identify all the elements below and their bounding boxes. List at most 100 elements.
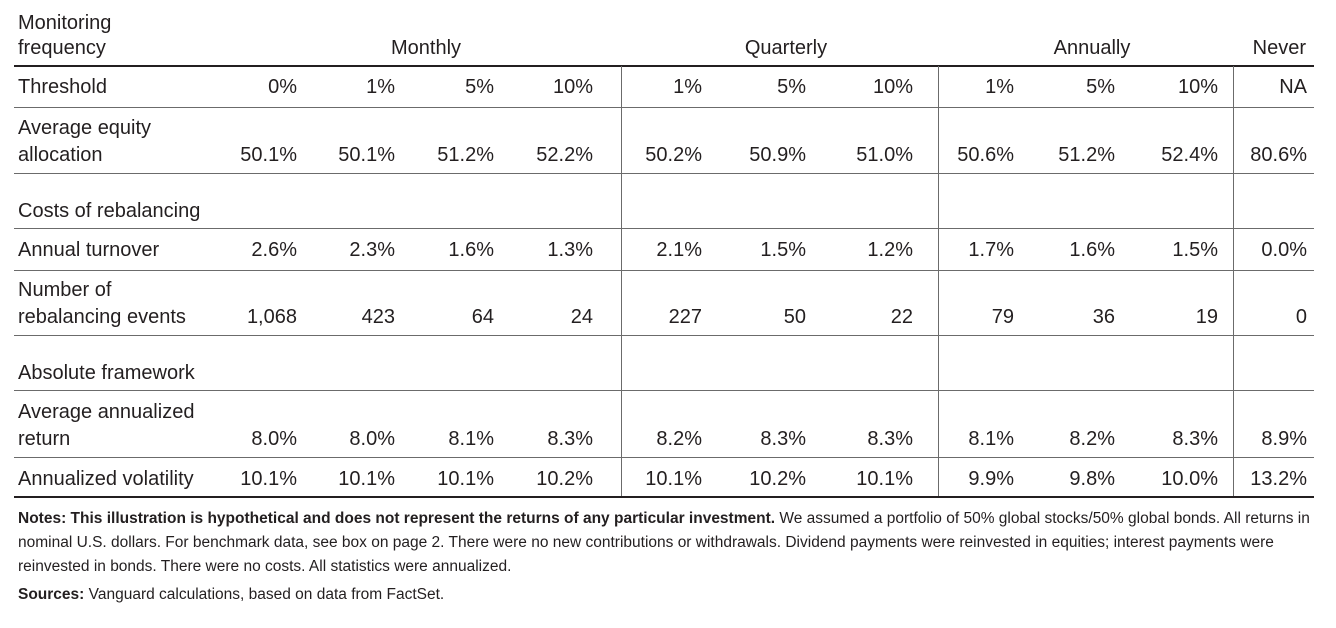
row-rule bbox=[14, 335, 1314, 336]
cell-equity-10: 80.6% bbox=[1250, 144, 1307, 166]
notes-body: We assumed a portfolio of 50% global sto… bbox=[18, 510, 1310, 575]
group-never: Never bbox=[1252, 37, 1306, 59]
row-rule bbox=[14, 228, 1314, 229]
cell-equity-0: 50.1% bbox=[240, 144, 297, 166]
cell-threshold-3: 10% bbox=[552, 76, 593, 98]
cell-threshold-10: NA bbox=[1279, 76, 1307, 98]
cell-turnover-4: 2.1% bbox=[656, 239, 702, 261]
cell-return-3: 8.3% bbox=[547, 428, 593, 450]
cell-return-7: 8.1% bbox=[968, 428, 1014, 450]
row-label-return-line1: Average annualized bbox=[18, 401, 195, 423]
cell-events-2: 64 bbox=[471, 306, 494, 328]
row-label-volatility: Annualized volatility bbox=[18, 468, 194, 490]
cell-events-8: 36 bbox=[1092, 306, 1115, 328]
cell-equity-4: 50.2% bbox=[645, 144, 702, 166]
header-rule bbox=[14, 65, 1314, 67]
cell-return-6: 8.3% bbox=[867, 428, 913, 450]
cell-volatility-9: 10.0% bbox=[1161, 468, 1218, 490]
notes: Notes: This illustration is hypothetical… bbox=[18, 507, 1318, 579]
row-label-equity-line2: allocation bbox=[18, 144, 103, 166]
cell-return-2: 8.1% bbox=[448, 428, 494, 450]
cell-events-7: 79 bbox=[991, 306, 1014, 328]
cell-return-8: 8.2% bbox=[1069, 428, 1115, 450]
row-rule bbox=[14, 390, 1314, 391]
row-label-turnover: Annual turnover bbox=[18, 239, 160, 261]
cell-volatility-8: 9.8% bbox=[1069, 468, 1115, 490]
header-row-label-line1: Monitoring bbox=[18, 12, 112, 34]
cell-turnover-0: 2.6% bbox=[251, 239, 297, 261]
section-absolute: Absolute framework bbox=[18, 362, 195, 384]
row-rule bbox=[14, 457, 1314, 458]
row-label-events-line2: rebalancing events bbox=[18, 306, 186, 328]
cell-threshold-0: 0% bbox=[268, 76, 297, 98]
row-label-threshold: Threshold bbox=[18, 76, 107, 98]
sources-lead: Sources: bbox=[18, 586, 85, 603]
cell-events-0: 1,068 bbox=[246, 306, 297, 328]
row-label-events-line1: Number of bbox=[18, 279, 112, 301]
cell-volatility-4: 10.1% bbox=[645, 468, 702, 490]
cell-volatility-0: 10.1% bbox=[240, 468, 297, 490]
cell-volatility-10: 13.2% bbox=[1250, 468, 1307, 490]
notes-lead: Notes: This illustration is hypothetical… bbox=[18, 510, 776, 527]
cell-turnover-1: 2.3% bbox=[349, 239, 395, 261]
cell-equity-2: 51.2% bbox=[437, 144, 494, 166]
cell-events-5: 50 bbox=[783, 306, 806, 328]
group-quarterly: Quarterly bbox=[744, 37, 828, 59]
row-rule bbox=[14, 270, 1314, 271]
cell-volatility-2: 10.1% bbox=[437, 468, 494, 490]
row-rule bbox=[14, 173, 1314, 174]
cell-events-9: 19 bbox=[1195, 306, 1218, 328]
cell-volatility-7: 9.9% bbox=[968, 468, 1014, 490]
cell-events-3: 24 bbox=[570, 306, 593, 328]
cell-events-6: 22 bbox=[890, 306, 913, 328]
cell-equity-3: 52.2% bbox=[536, 144, 593, 166]
cell-turnover-8: 1.6% bbox=[1069, 239, 1115, 261]
cell-return-9: 8.3% bbox=[1172, 428, 1218, 450]
cell-equity-7: 50.6% bbox=[957, 144, 1014, 166]
cell-return-4: 8.2% bbox=[656, 428, 702, 450]
cell-threshold-8: 5% bbox=[1086, 76, 1115, 98]
cell-volatility-1: 10.1% bbox=[338, 468, 395, 490]
cell-threshold-2: 5% bbox=[465, 76, 494, 98]
cell-equity-9: 52.4% bbox=[1161, 144, 1218, 166]
cell-threshold-1: 1% bbox=[366, 76, 395, 98]
cell-threshold-4: 1% bbox=[673, 76, 702, 98]
cell-turnover-7: 1.7% bbox=[968, 239, 1014, 261]
row-rule bbox=[14, 107, 1314, 108]
cell-threshold-9: 10% bbox=[1177, 76, 1218, 98]
cell-volatility-5: 10.2% bbox=[749, 468, 806, 490]
cell-return-0: 8.0% bbox=[251, 428, 297, 450]
cell-turnover-3: 1.3% bbox=[547, 239, 593, 261]
row-label-equity-line1: Average equity bbox=[18, 117, 152, 139]
cell-equity-8: 51.2% bbox=[1058, 144, 1115, 166]
cell-turnover-5: 1.5% bbox=[760, 239, 806, 261]
cell-volatility-3: 10.2% bbox=[536, 468, 593, 490]
cell-turnover-10: 0.0% bbox=[1261, 239, 1307, 261]
cell-return-10: 8.9% bbox=[1261, 428, 1307, 450]
cell-turnover-9: 1.5% bbox=[1172, 239, 1218, 261]
row-label-return-line2: return bbox=[18, 428, 71, 450]
group-monthly: Monthly bbox=[390, 37, 462, 59]
cell-events-10: 0 bbox=[1295, 306, 1307, 328]
section-costs: Costs of rebalancing bbox=[18, 200, 201, 222]
rebalancing-table: Monitoring frequency Monthly Quarterly A… bbox=[14, 12, 1314, 498]
cell-threshold-7: 1% bbox=[985, 76, 1014, 98]
cell-equity-6: 51.0% bbox=[856, 144, 913, 166]
cell-threshold-6: 10% bbox=[872, 76, 913, 98]
cell-events-1: 423 bbox=[361, 306, 395, 328]
group-annually: Annually bbox=[1053, 37, 1131, 59]
cell-equity-5: 50.9% bbox=[749, 144, 806, 166]
cell-return-5: 8.3% bbox=[760, 428, 806, 450]
cell-return-1: 8.0% bbox=[349, 428, 395, 450]
cell-turnover-6: 1.2% bbox=[867, 239, 913, 261]
header-row-label-line2: frequency bbox=[18, 37, 106, 59]
separator-annually bbox=[938, 66, 939, 496]
table-bottom-rule bbox=[14, 496, 1314, 498]
separator-never bbox=[1233, 66, 1234, 496]
cell-turnover-2: 1.6% bbox=[448, 239, 494, 261]
cell-volatility-6: 10.1% bbox=[856, 468, 913, 490]
cell-events-4: 227 bbox=[668, 306, 702, 328]
sources-body: Vanguard calculations, based on data fro… bbox=[84, 586, 445, 603]
separator-quarterly bbox=[621, 66, 622, 496]
cell-equity-1: 50.1% bbox=[338, 144, 395, 166]
